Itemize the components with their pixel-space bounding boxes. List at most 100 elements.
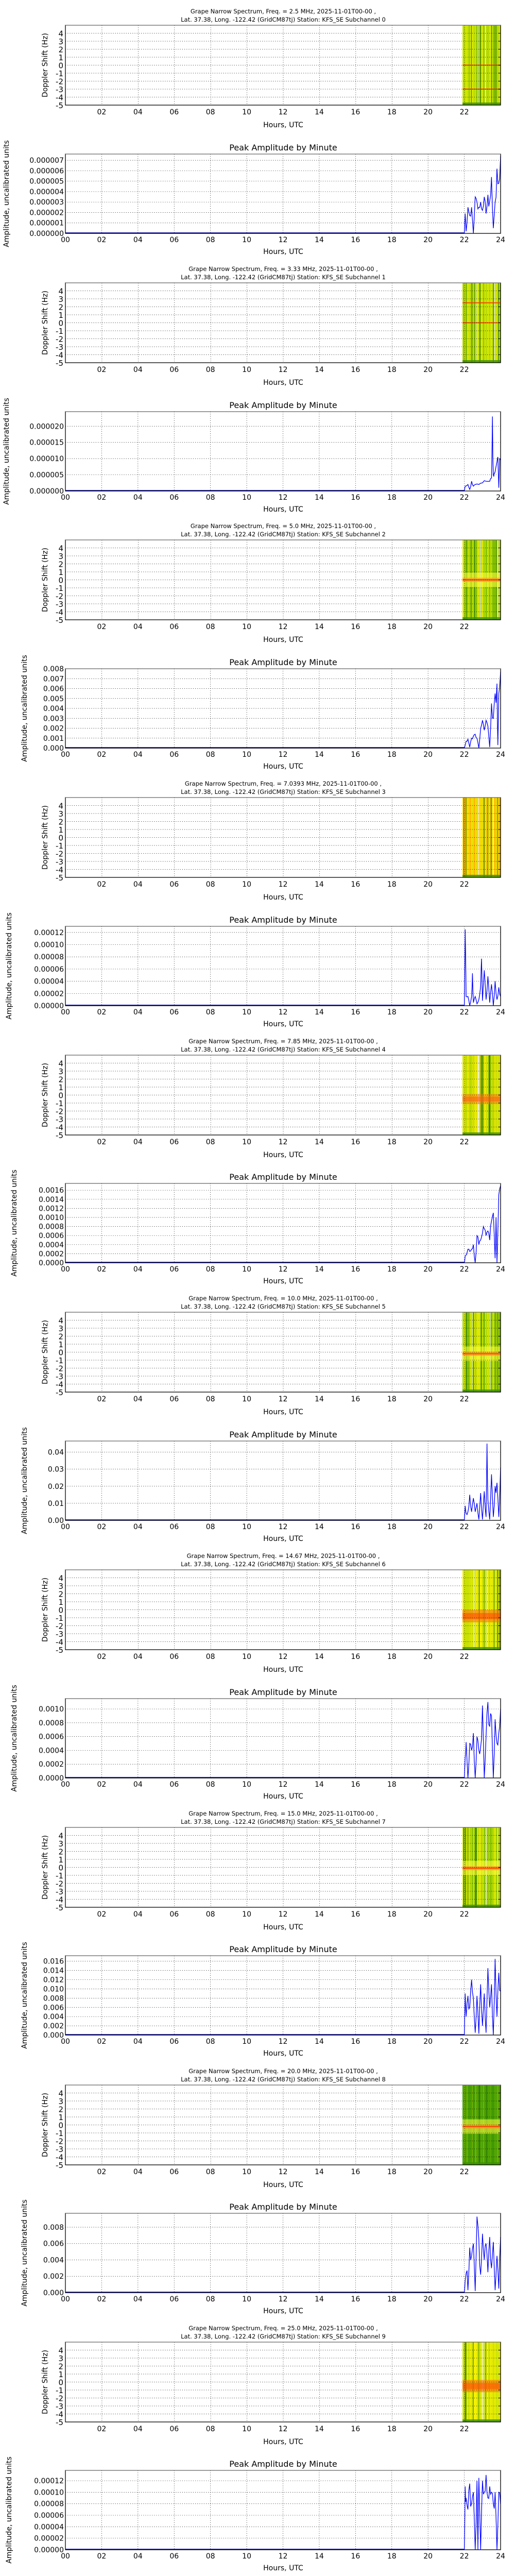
amplitude-xtick-label: 04 xyxy=(133,1265,143,1274)
amplitude-ytick-label: 0.04 xyxy=(48,1449,64,1457)
spectrum-grid xyxy=(65,2342,501,2422)
amplitude-ytick-label: 0.000004 xyxy=(29,188,64,196)
amplitude-xtick-label: 12 xyxy=(279,2552,288,2561)
spectrum-plot-area xyxy=(65,540,501,620)
amplitude-xtick-label: 10 xyxy=(242,1008,251,1016)
spectrum-xlabel: Hours, UTC xyxy=(263,121,303,129)
spectrum-xtick-label: 18 xyxy=(387,1395,397,1403)
spectrum-ytick-label: -1 xyxy=(56,2129,63,2138)
amplitude-ytick-label: 0.005 xyxy=(43,695,64,703)
amplitude-title: Peak Amplitude by Minute xyxy=(229,400,337,410)
spectrum-xtick-label: 20 xyxy=(423,2168,433,2176)
amplitude-xtick-label: 14 xyxy=(315,1008,324,1016)
amplitude-xtick-label: 16 xyxy=(351,2552,360,2561)
spectrum-xtick-label: 06 xyxy=(169,1138,179,1146)
amplitude-ylabel: Amplitude, uncalibrated units xyxy=(5,912,13,1020)
spectrum-xtick-label: 16 xyxy=(351,2168,360,2176)
spectrum-xtick-label: 04 xyxy=(133,2168,143,2176)
spectrum-xtick-label: 22 xyxy=(460,108,469,116)
spectrum-ytick-label: -2 xyxy=(56,2394,63,2403)
amplitude-xtick-label: 08 xyxy=(206,494,215,502)
spectrum-xtick-label: 20 xyxy=(423,1653,433,1661)
spectrum-subtitle: Lat. 37.38, Long. -122.42 (GridCM87tj) S… xyxy=(181,1561,386,1568)
amplitude-xtick-label: 22 xyxy=(460,1265,469,1274)
spectrum-xtick-label: 14 xyxy=(315,1138,324,1146)
amplitude-xtick-label: 18 xyxy=(387,2552,397,2561)
spectrum-ytick-label: 4 xyxy=(58,2346,63,2355)
spectrum-ytick-label: -2 xyxy=(56,592,63,601)
amplitude-xtick-label: 14 xyxy=(315,2552,324,2561)
amplitude-line xyxy=(65,929,501,1006)
spectrum-xtick-label: 20 xyxy=(423,1395,433,1403)
amplitude-chart: Peak Amplitude by Minute0.0000.0020.0040… xyxy=(21,1942,505,2058)
amplitude-ytick-label: 0.0000 xyxy=(39,1774,64,1783)
amplitude-xtick-label: 16 xyxy=(351,751,360,759)
spectrum-plot-area xyxy=(65,1055,501,1135)
spectrum-xtick-label: 14 xyxy=(315,1910,324,1919)
spectrum-ytick-label: -3 xyxy=(56,2402,63,2411)
amplitude-xtick-label: 20 xyxy=(423,2295,433,2303)
amplitude-ytick-label: 0.016 xyxy=(43,1958,64,1966)
spectrum-ytick-label: 2 xyxy=(58,2105,63,2114)
spectrum-xtick-label: 22 xyxy=(460,1395,469,1403)
spectrum-ytick-label: 3 xyxy=(58,2097,63,2106)
amplitude-xtick-label: 24 xyxy=(496,1523,505,1531)
amplitude-title: Peak Amplitude by Minute xyxy=(229,1172,337,1182)
amplitude-xtick-label: 18 xyxy=(387,1008,397,1016)
spectrum-xtick-label: 06 xyxy=(169,623,179,631)
spectrum-ytick-label: -4 xyxy=(56,1380,63,1389)
amplitude-xtick-label: 16 xyxy=(351,2038,360,2046)
amplitude-ytick-label: 0.00008 xyxy=(34,953,64,961)
spectrum-ytick-label: -2 xyxy=(56,1622,63,1631)
subchannel-6-panel: Grape Narrow Spectrum, Freq. = 14.67 MHz… xyxy=(0,1546,515,1803)
amplitude-xtick-label: 04 xyxy=(133,494,143,502)
amplitude-xtick-label: 20 xyxy=(423,751,433,759)
amplitude-xtick-label: 14 xyxy=(315,2295,324,2303)
spectrum-ytick-label: -3 xyxy=(56,1630,63,1639)
spectrum-ytick-label: 3 xyxy=(58,2354,63,2363)
spectrum-ytick-label: 2 xyxy=(58,303,63,312)
spectrum-ytick-label: -2 xyxy=(56,1107,63,1116)
spectrum-xtick-label: 18 xyxy=(387,1910,397,1919)
amplitude-xtick-label: 16 xyxy=(351,1008,360,1016)
spectrum-title: Grape Narrow Spectrum, Freq. = 15.0 MHz,… xyxy=(188,1810,378,1817)
spectrum-xtick-label: 10 xyxy=(242,1138,251,1146)
spectrum-xtick-label: 06 xyxy=(169,1653,179,1661)
amplitude-xtick-label: 18 xyxy=(387,1523,397,1531)
amplitude-ytick-label: 0.00 xyxy=(48,1517,64,1525)
amplitude-ytick-label: 0.003 xyxy=(43,715,64,723)
spectrum-title: Grape Narrow Spectrum, Freq. = 20.0 MHz,… xyxy=(188,2067,378,2075)
amplitude-xtick-label: 02 xyxy=(97,2552,107,2561)
amplitude-line xyxy=(65,2475,501,2550)
subchannel-0-svg: Grape Narrow Spectrum, Freq. = 2.5 MHz, … xyxy=(3,8,505,256)
spectrum-ytick-label: 1 xyxy=(58,2370,63,2379)
spectrum-ytick-label: -5 xyxy=(56,1131,63,1140)
amplitude-xtick-label: 06 xyxy=(169,1265,179,1274)
spectrum-ytick-label: 0 xyxy=(58,2121,63,2130)
spectrum-xtick-label: 04 xyxy=(133,108,143,116)
spectrum-subtitle: Lat. 37.38, Long. -122.42 (GridCM87tj) S… xyxy=(181,2076,386,2083)
spectrum-xtick-label: 02 xyxy=(97,2425,107,2433)
spectrum-xtick-label: 06 xyxy=(169,1910,179,1919)
spectrum-ytick-label: -2 xyxy=(56,335,63,344)
spectrum-ytick-label: 0 xyxy=(58,1606,63,1615)
spectrum-xtick-label: 04 xyxy=(133,1138,143,1146)
amplitude-ylabel: Amplitude, uncalibrated units xyxy=(21,1427,29,1534)
amplitude-xtick-label: 00 xyxy=(61,1008,70,1016)
amplitude-xtick-label: 06 xyxy=(169,236,179,244)
spectrum-xtick-label: 08 xyxy=(206,108,215,116)
spectrum-xtick-label: 02 xyxy=(97,623,107,631)
amplitude-ytick-label: 0.0002 xyxy=(39,1760,64,1769)
amplitude-ytick-label: 0.0008 xyxy=(39,1719,64,1727)
spectrogram-chart: Grape Narrow Spectrum, Freq. = 3.33 MHz,… xyxy=(41,265,501,387)
spectrum-xtick-label: 02 xyxy=(97,366,107,374)
spectrum-xtick-label: 14 xyxy=(315,880,324,889)
amplitude-ytick-label: 0.000015 xyxy=(29,439,64,447)
spectrum-ytick-label: -1 xyxy=(56,1099,63,1108)
amplitude-line xyxy=(65,416,501,492)
amplitude-xtick-label: 00 xyxy=(61,1781,70,1789)
amplitude-xtick-label: 12 xyxy=(279,236,288,244)
spectrum-title: Grape Narrow Spectrum, Freq. = 7.85 MHz,… xyxy=(188,1038,378,1045)
amplitude-xtick-label: 18 xyxy=(387,236,397,244)
spectrum-xtick-label: 18 xyxy=(387,2168,397,2176)
